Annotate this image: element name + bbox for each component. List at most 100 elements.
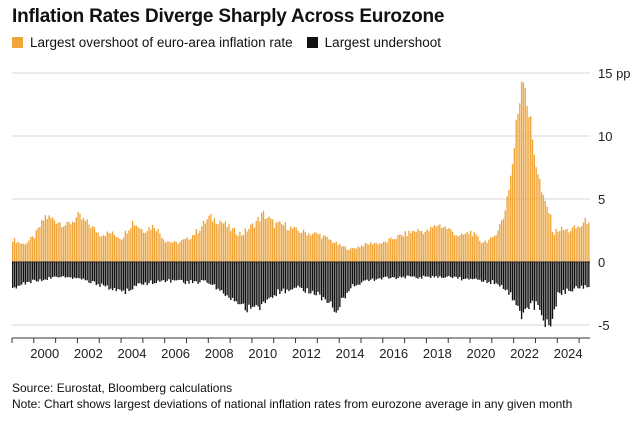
undershoot-bar	[388, 262, 390, 279]
undershoot-bar	[586, 262, 588, 288]
overshoot-bar	[101, 236, 103, 262]
overshoot-bar	[562, 230, 565, 262]
undershoot-bar	[142, 262, 145, 285]
legend-item-overshoot: Largest overshoot of euro-area inflation…	[12, 35, 293, 50]
overshoot-bar	[288, 230, 290, 262]
overshoot-bar	[575, 228, 577, 262]
overshoot-bar	[175, 241, 177, 262]
overshoot-bar	[30, 236, 32, 262]
overshoot-bar	[437, 225, 439, 262]
undershoot-bar	[408, 262, 410, 276]
undershoot-bar	[164, 262, 167, 283]
undershoot-bar	[55, 262, 57, 277]
overshoot-bar	[233, 227, 236, 262]
undershoot-bar	[239, 262, 241, 305]
undershoot-bar	[281, 262, 283, 292]
undershoot-bar	[542, 262, 545, 321]
overshoot-bar	[355, 248, 357, 262]
undershoot-bar	[519, 262, 521, 311]
undershoot-bar	[77, 262, 79, 279]
overshoot-bar	[357, 246, 359, 262]
undershoot-bar	[24, 262, 27, 285]
overshoot-bar	[62, 226, 65, 262]
overshoot-bar	[488, 239, 490, 262]
x-tick-label: 2018	[423, 346, 452, 361]
undershoot-bar	[241, 262, 243, 305]
overshoot-bar	[400, 235, 403, 262]
undershoot-bar	[553, 262, 556, 310]
undershoot-bar	[190, 262, 192, 281]
overshoot-bar	[42, 220, 45, 262]
undershoot-bar	[213, 262, 216, 285]
overshoot-bar	[128, 230, 130, 262]
x-tick-label: 2014	[336, 346, 365, 361]
overshoot-bar	[137, 227, 139, 262]
legend-label-undershoot: Largest undershoot	[324, 35, 442, 50]
undershoot-bar	[400, 262, 403, 278]
undershoot-bar	[455, 262, 457, 277]
undershoot-bar	[210, 262, 212, 285]
overshoot-bar	[390, 237, 392, 262]
undershoot-bar	[373, 262, 376, 281]
undershoot-bar	[59, 262, 61, 278]
overshoot-bar	[201, 226, 203, 262]
undershoot-bar	[206, 262, 208, 283]
undershoot-bar	[182, 262, 185, 283]
overshoot-bar	[520, 81, 523, 262]
x-tick-label: 2004	[118, 346, 147, 361]
overshoot-bar	[544, 200, 546, 262]
overshoot-bar	[262, 210, 265, 262]
overshoot-bar	[302, 229, 305, 262]
overshoot-bar	[68, 222, 70, 262]
overshoot-bar	[568, 232, 570, 262]
overshoot-bar	[346, 249, 348, 262]
undershoot-bar	[157, 262, 159, 281]
overshoot-bar	[64, 225, 67, 262]
overshoot-bar	[281, 224, 283, 262]
undershoot-bar	[41, 262, 43, 282]
undershoot-bar	[184, 262, 187, 285]
legend-swatch-overshoot	[12, 37, 23, 48]
undershoot-bar	[313, 262, 316, 295]
overshoot-bar	[317, 234, 319, 262]
overshoot-bar	[320, 238, 323, 262]
undershoot-bar	[302, 262, 305, 292]
overshoot-bar	[382, 241, 385, 262]
legend: Largest overshoot of euro-area inflation…	[12, 35, 455, 50]
overshoot-bar	[71, 221, 74, 262]
undershoot-bar	[462, 262, 465, 280]
undershoot-bar	[390, 262, 392, 278]
overshoot-bar	[473, 232, 476, 262]
undershoot-bar	[577, 262, 579, 289]
overshoot-bar	[90, 228, 92, 262]
overshoot-bar	[555, 228, 557, 262]
overshoot-bar	[315, 232, 317, 262]
undershoot-bar	[286, 262, 288, 290]
overshoot-bar	[295, 227, 297, 262]
undershoot-bar	[368, 262, 370, 282]
undershoot-bar	[153, 262, 156, 284]
undershoot-bar	[346, 262, 348, 293]
undershoot-bar	[360, 262, 363, 283]
overshoot-bar	[506, 196, 508, 262]
undershoot-bar	[355, 262, 357, 286]
undershoot-bar	[230, 262, 232, 301]
undershoot-bar	[419, 262, 421, 278]
overshoot-bar	[150, 229, 152, 262]
overshoot-bar	[377, 244, 379, 262]
overshoot-bar	[497, 230, 499, 262]
overshoot-bar	[350, 248, 352, 262]
overshoot-bar	[248, 228, 250, 262]
overshoot-bar	[237, 235, 239, 262]
overshoot-bar	[304, 232, 306, 262]
overshoot-bar	[73, 222, 76, 262]
overshoot-bar	[66, 221, 68, 262]
overshoot-bar	[184, 238, 187, 262]
overshoot-bar	[500, 220, 503, 262]
overshoot-bar	[53, 220, 56, 262]
x-tick-label: 2008	[205, 346, 234, 361]
overshoot-bar	[517, 113, 519, 263]
undershoot-bar	[546, 262, 548, 320]
overshoot-bar	[117, 237, 119, 262]
